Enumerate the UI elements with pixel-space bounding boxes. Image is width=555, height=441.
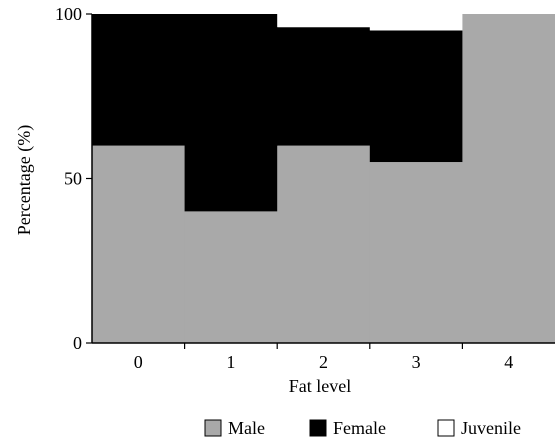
x-tick-label-0: 0: [134, 352, 143, 372]
legend: Male Female Juvenile: [204, 418, 521, 438]
bar-female-0: [92, 14, 186, 146]
legend-label-female: Female: [333, 418, 386, 438]
y-axis-label: Percentage (%): [14, 125, 35, 235]
bar-juvenile-2: [277, 14, 371, 28]
x-tick-label-1: 1: [226, 352, 235, 372]
bar-male-0: [92, 145, 186, 343]
legend-label-male: Male: [228, 418, 265, 438]
x-tick-label-2: 2: [319, 352, 328, 372]
bar-female-1: [184, 14, 278, 212]
bar-male-3: [369, 162, 463, 343]
bar-female-3: [369, 30, 463, 163]
legend-swatch-female: [309, 419, 327, 437]
x-tick-label-3: 3: [412, 352, 421, 372]
bar-male-4: [462, 14, 555, 343]
y-tick-label-100: 100: [55, 4, 82, 24]
legend-swatch-juvenile: [437, 419, 455, 437]
tick-labels: 0 50 100 0 1 2 3 4: [55, 4, 513, 372]
bar-female-2: [277, 27, 371, 146]
x-axis-label: Fat level: [289, 376, 351, 396]
bar-juvenile-3: [369, 14, 463, 31]
bar-group: [92, 14, 555, 343]
axes: [86, 13, 555, 349]
legend-label-juvenile: Juvenile: [461, 418, 521, 438]
bar-male-1: [184, 211, 278, 343]
x-tick-label-4: 4: [504, 352, 513, 372]
legend-swatch-male: [204, 419, 222, 437]
y-tick-label-50: 50: [64, 169, 82, 189]
bar-male-2: [277, 145, 371, 343]
y-tick-label-0: 0: [73, 333, 82, 353]
